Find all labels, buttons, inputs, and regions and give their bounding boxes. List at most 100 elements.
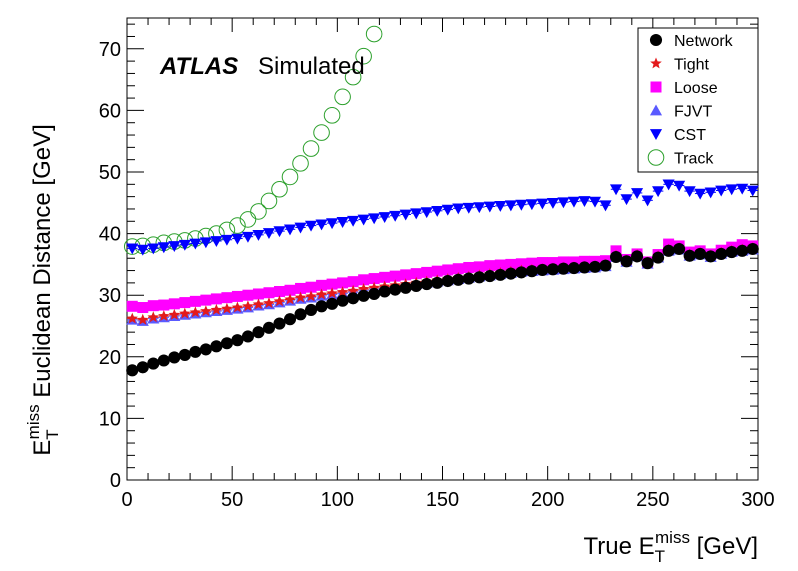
data-point-cst bbox=[725, 184, 738, 196]
data-point-tight bbox=[305, 290, 317, 302]
legend-marker-cst bbox=[649, 129, 663, 141]
data-point-cst bbox=[399, 209, 412, 221]
series-cst bbox=[126, 179, 759, 256]
legend-label-tight: Tight bbox=[674, 57, 710, 74]
series-layer bbox=[123, 25, 759, 377]
data-point-network bbox=[231, 334, 244, 347]
data-point-loose bbox=[547, 257, 559, 269]
data-point-cst bbox=[652, 186, 665, 198]
data-point-loose bbox=[179, 297, 191, 309]
legend-entry-cst: CST bbox=[649, 127, 706, 144]
data-point-cst bbox=[220, 234, 233, 246]
data-point-network bbox=[683, 249, 696, 262]
data-point-loose bbox=[494, 259, 506, 271]
data-point-network bbox=[389, 283, 402, 296]
data-point-cst bbox=[389, 210, 402, 222]
data-point-loose bbox=[147, 300, 159, 312]
data-point-loose bbox=[126, 300, 138, 312]
data-point-network bbox=[157, 354, 170, 367]
tick-labels: 0 50 100 150 200 250 300 0 10 20 30 40 50 60 70 bbox=[99, 39, 775, 511]
data-point-cst bbox=[231, 233, 244, 245]
data-point-tight bbox=[252, 298, 265, 310]
data-point-track bbox=[271, 180, 288, 198]
data-point-track bbox=[355, 47, 372, 65]
data-point-network bbox=[578, 261, 591, 274]
data-point-loose bbox=[231, 290, 243, 302]
data-point-loose bbox=[347, 276, 359, 288]
legend-label-loose: Loose bbox=[674, 80, 718, 97]
data-point-loose bbox=[168, 298, 180, 310]
atlas-label: ATLAS bbox=[159, 53, 238, 80]
data-point-loose bbox=[515, 258, 527, 270]
data-point-network bbox=[368, 287, 381, 301]
data-point-loose bbox=[452, 263, 464, 275]
data-point-cst bbox=[504, 200, 517, 212]
legend-marker-track bbox=[647, 149, 665, 166]
data-point-tight bbox=[158, 310, 170, 321]
data-point-network bbox=[126, 364, 139, 377]
data-point-loose bbox=[158, 299, 170, 311]
data-point-tight bbox=[294, 291, 307, 303]
data-point-network bbox=[168, 351, 181, 364]
data-point-track bbox=[313, 124, 330, 141]
data-point-network bbox=[620, 255, 633, 268]
data-point-network bbox=[525, 265, 538, 278]
data-point-loose bbox=[421, 266, 433, 278]
svg-text:True ETmiss [GeV]: True ETmiss [GeV] bbox=[583, 528, 758, 566]
data-point-tight bbox=[315, 288, 328, 300]
data-point-network bbox=[252, 326, 265, 339]
data-point-network bbox=[694, 247, 707, 260]
data-point-cst bbox=[515, 199, 528, 211]
data-point-loose bbox=[431, 265, 443, 277]
data-point-network bbox=[326, 297, 339, 310]
data-point-tight bbox=[168, 308, 181, 320]
data-point-loose bbox=[337, 277, 349, 289]
data-point-cst bbox=[662, 179, 675, 191]
data-point-tight bbox=[231, 301, 244, 313]
data-point-network bbox=[609, 250, 623, 264]
data-point-loose bbox=[210, 293, 222, 305]
data-point-cst bbox=[673, 180, 686, 192]
data-point-loose bbox=[473, 261, 485, 273]
data-point-cst bbox=[168, 241, 181, 252]
data-point-network bbox=[567, 262, 581, 275]
data-point-tight bbox=[273, 295, 286, 307]
data-point-cst bbox=[578, 196, 591, 208]
data-point-cst bbox=[494, 201, 507, 212]
data-point-cst bbox=[746, 185, 759, 197]
data-point-tight bbox=[326, 287, 338, 299]
data-point-loose bbox=[400, 269, 412, 281]
data-point-cst bbox=[473, 202, 486, 214]
data-point-cst bbox=[704, 187, 717, 199]
data-point-cst bbox=[557, 197, 570, 209]
data-point-tight bbox=[284, 293, 296, 305]
data-point-cst bbox=[483, 201, 496, 213]
legend-marker-fjvt bbox=[649, 104, 663, 116]
data-point-tight bbox=[147, 311, 159, 323]
data-point-cst bbox=[126, 243, 139, 255]
y-tick-label: 40 bbox=[99, 224, 121, 246]
data-point-network bbox=[136, 361, 149, 374]
data-point-tight bbox=[126, 312, 138, 324]
data-point-network bbox=[662, 244, 675, 257]
data-point-loose bbox=[137, 302, 149, 314]
data-point-network bbox=[631, 250, 644, 263]
legend-label-track: Track bbox=[674, 151, 714, 168]
data-point-cst bbox=[136, 244, 149, 256]
x-axis-title-sup: miss bbox=[655, 528, 690, 547]
data-point-cst bbox=[189, 238, 202, 250]
data-point-network bbox=[546, 263, 559, 276]
data-point-network bbox=[599, 259, 612, 272]
data-point-network bbox=[304, 303, 318, 317]
data-point-loose bbox=[200, 294, 212, 306]
y-tick-label: 10 bbox=[99, 408, 121, 430]
data-point-network bbox=[273, 317, 286, 330]
data-point-cst bbox=[620, 194, 633, 206]
data-point-cst bbox=[441, 204, 454, 216]
data-point-network bbox=[536, 263, 549, 276]
data-point-cst bbox=[294, 222, 307, 234]
x-axis-title-sub: T bbox=[655, 547, 665, 566]
data-point-tight bbox=[179, 307, 191, 319]
data-point-loose bbox=[389, 270, 401, 282]
data-point-tight bbox=[242, 300, 254, 312]
